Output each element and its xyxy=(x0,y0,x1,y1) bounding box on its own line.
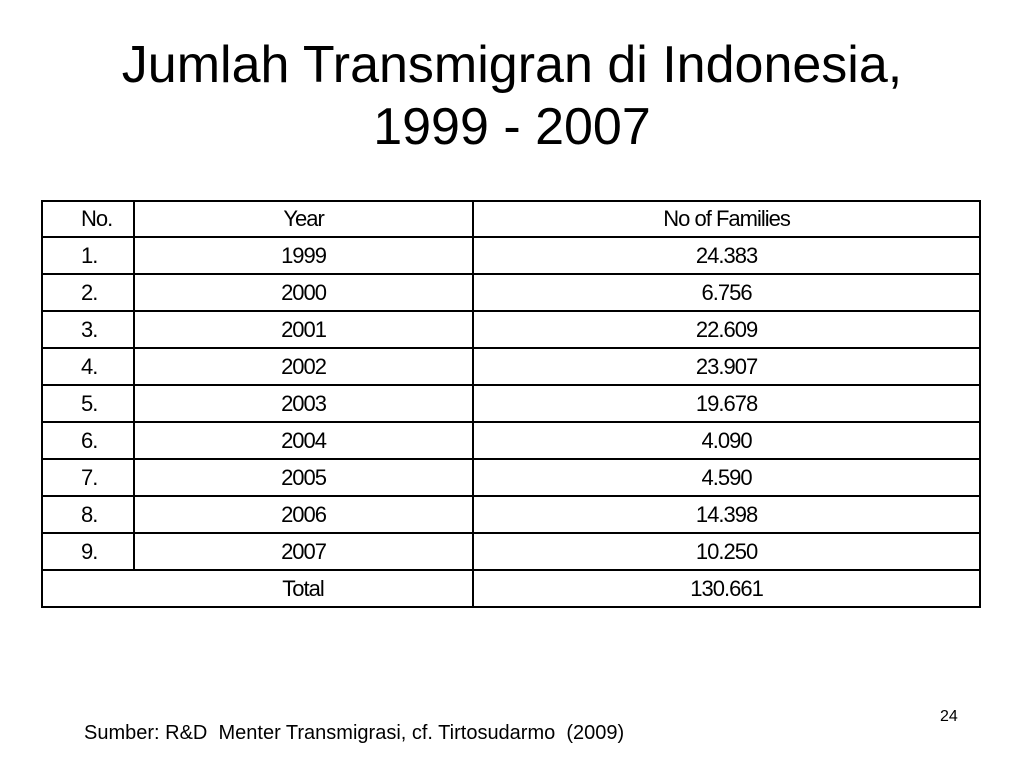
cell-no: 5. xyxy=(41,384,135,423)
cell-families: 24.383 xyxy=(472,236,981,275)
total-value: 130.661 xyxy=(472,569,981,608)
cell-no: 8. xyxy=(41,495,135,534)
title-line-2: 1999 - 2007 xyxy=(373,98,651,156)
table-row: 9. 2007 10.250 xyxy=(41,532,981,571)
total-row: Total 130.661 xyxy=(41,569,981,608)
cell-year: 2003 xyxy=(132,384,475,423)
cell-no: 3. xyxy=(41,310,135,349)
cell-year: 2002 xyxy=(132,347,475,386)
total-blank-cell xyxy=(41,569,134,608)
cell-families: 4.090 xyxy=(472,421,981,460)
slide-number: 24 xyxy=(940,708,958,725)
table-header-row: No. Year No of Families xyxy=(41,200,981,238)
cell-year: 2007 xyxy=(132,532,475,571)
cell-no: 6. xyxy=(41,421,135,460)
cell-families: 4.590 xyxy=(472,458,981,497)
table-row: 2. 2000 6.756 xyxy=(41,273,981,312)
cell-families: 10.250 xyxy=(472,532,981,571)
header-year: Year xyxy=(132,200,475,238)
table-row: 8. 2006 14.398 xyxy=(41,495,981,534)
table-row: 7. 2005 4.590 xyxy=(41,458,981,497)
header-families: No of Families xyxy=(472,200,981,238)
table-row: 6. 2004 4.090 xyxy=(41,421,981,460)
cell-families: 19.678 xyxy=(472,384,981,423)
table-row: 4. 2002 23.907 xyxy=(41,347,981,386)
header-no: No. xyxy=(41,200,135,238)
cell-year: 2006 xyxy=(132,495,475,534)
cell-year: 2000 xyxy=(132,273,475,312)
cell-no: 9. xyxy=(41,532,135,571)
cell-families: 22.609 xyxy=(472,310,981,349)
cell-year: 2001 xyxy=(132,310,475,349)
cell-families: 14.398 xyxy=(472,495,981,534)
cell-year: 2004 xyxy=(132,421,475,460)
cell-year: 1999 xyxy=(132,236,475,275)
cell-no: 7. xyxy=(41,458,135,497)
table-row: 1. 1999 24.383 xyxy=(41,236,981,275)
slide-title: Jumlah Transmigran di Indonesia, 1999 - … xyxy=(0,34,1024,158)
cell-no: 2. xyxy=(41,273,135,312)
table-row: 3. 2001 22.609 xyxy=(41,310,981,349)
title-line-1: Jumlah Transmigran di Indonesia, xyxy=(121,36,903,94)
source-note: Sumber: R&D Menter Transmigrasi, cf. Tir… xyxy=(84,722,625,744)
cell-no: 1. xyxy=(41,236,135,275)
total-label: Total xyxy=(133,569,475,608)
cell-families: 6.756 xyxy=(472,273,981,312)
cell-no: 4. xyxy=(41,347,135,386)
cell-families: 23.907 xyxy=(472,347,981,386)
transmigrant-table: No. Year No of Families 1. 1999 24.383 2… xyxy=(41,200,981,608)
cell-year: 2005 xyxy=(132,458,475,497)
table-row: 5. 2003 19.678 xyxy=(41,384,981,423)
